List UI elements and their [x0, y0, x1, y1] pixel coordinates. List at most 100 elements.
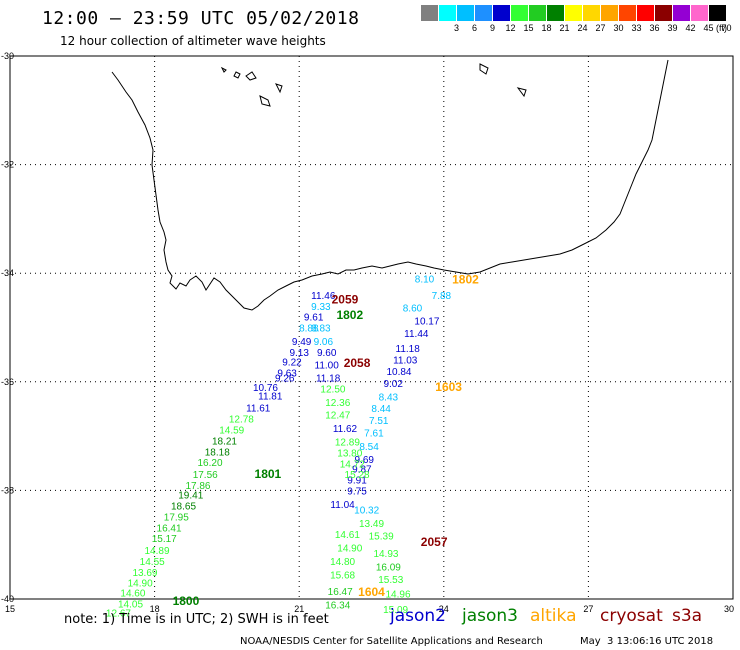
wave-height-point: 16.47	[328, 587, 353, 598]
color-swatch	[511, 5, 528, 21]
wave-height-point: 9.02	[383, 379, 403, 390]
wave-height-point: 9.69	[355, 455, 375, 466]
wave-height-point: 9.63	[277, 369, 297, 380]
color-swatch	[547, 5, 564, 21]
wave-height-point: 14.89	[144, 546, 169, 557]
pass-time-label: 1802	[336, 308, 363, 322]
wave-height-point: 10.76	[253, 383, 278, 394]
wave-height-point: 14.60	[120, 588, 145, 599]
x-tick-label: 18	[150, 604, 160, 614]
wave-height-point: 14.96	[385, 590, 410, 601]
pass-time-label: 1802	[452, 273, 479, 287]
wave-height-point: 10.17	[414, 316, 439, 327]
wave-height-point: 11.18	[316, 373, 341, 384]
wave-height-point: 9.06	[314, 337, 334, 348]
color-scale-label: 27	[595, 23, 606, 33]
wave-height-point: 12.67	[106, 609, 131, 620]
wave-height-point: 10.84	[386, 367, 411, 378]
y-tick-label: -32	[1, 160, 14, 170]
wave-height-point: 10.32	[354, 505, 379, 516]
wave-height-point: 18.18	[205, 447, 230, 458]
pass-time-label: 2059	[332, 292, 359, 306]
color-swatch	[493, 5, 510, 21]
color-swatch	[655, 5, 672, 21]
timestamp: May 3 13:06:16 UTC 2018	[580, 636, 714, 647]
wave-height-point: 15.39	[369, 531, 394, 542]
wave-height-point: 11.46	[311, 291, 336, 302]
satellite-legend-item: jason2	[390, 606, 446, 626]
wave-height-point: 14.80	[330, 557, 355, 568]
x-tick-label: 30	[724, 604, 734, 614]
color-scale-label: 24	[577, 23, 588, 33]
pass-time-label: 1800	[173, 594, 200, 608]
wave-height-point: 7.61	[364, 428, 384, 439]
wave-height-point: 19.41	[178, 491, 203, 502]
coastline	[111, 59, 669, 311]
wave-height-point: 14.90	[128, 579, 153, 590]
wave-height-point: 13.69	[132, 568, 157, 579]
satellite-legend-item: cryosat	[600, 606, 663, 626]
wave-height-point: 12.47	[325, 410, 350, 421]
color-swatch	[565, 5, 582, 21]
color-scale-label: 6	[471, 23, 477, 33]
axis-labels: 15 18 21 24 27 30 -30 -32 -34 -36 -38 -40	[1, 51, 734, 614]
wave-height-point: 15.09	[383, 605, 408, 616]
wave-height-point: 12.89	[335, 438, 360, 449]
map-frame	[9, 55, 734, 600]
wave-height-point: 15.53	[378, 575, 403, 586]
wave-height-point: 7.51	[369, 416, 389, 427]
wave-height-point: 11.61	[246, 403, 271, 414]
wave-height-point: 17.95	[164, 512, 189, 523]
color-scale-label: 30	[613, 23, 624, 33]
wave-height-point: 9.87	[352, 465, 372, 476]
x-tick-label: 24	[439, 604, 449, 614]
x-tick-label: 21	[294, 604, 304, 614]
wave-height-point: 7.88	[432, 291, 452, 302]
color-scale-label: 3	[453, 23, 459, 33]
wave-height-point: 13.49	[359, 519, 384, 530]
color-swatch	[583, 5, 600, 21]
pass-time-labels: 1802 2059 1802 2058 1603 1801 2057 1604 1800	[173, 273, 480, 608]
color-swatch	[637, 5, 654, 21]
y-tick-label: -40	[1, 594, 14, 604]
wave-height-point: 11.44	[404, 329, 429, 340]
wave-height-point: 14.59	[219, 426, 244, 437]
color-scale-label: 12	[505, 23, 516, 33]
wave-height-point: 16.34	[325, 600, 350, 611]
color-scale-label: 18	[541, 23, 552, 33]
wave-height-point: 17.86	[185, 481, 210, 492]
pass-time-label: 1604	[358, 585, 385, 599]
wave-height-point: 16.20	[198, 458, 223, 469]
page-title: 12:00 – 23:59 UTC 05/02/2018	[42, 8, 360, 29]
x-tick-label: 27	[583, 604, 593, 614]
wave-height-point: 11.03	[393, 356, 418, 367]
wave-height-point: 16.41	[157, 523, 182, 534]
color-swatch	[457, 5, 474, 21]
wave-height-point: 11.00	[315, 360, 340, 371]
island-7	[516, 87, 527, 98]
wave-height-point: 12.36	[325, 398, 350, 409]
x-tick-label: 15	[5, 604, 15, 614]
wave-height-point: 9.91	[347, 476, 367, 487]
wave-height-point: 9.13	[289, 348, 309, 359]
island-4	[259, 95, 271, 107]
color-scale-label: 70	[721, 23, 732, 33]
island-3	[245, 71, 257, 81]
pass-time-label: 2058	[344, 356, 371, 370]
color-swatch	[475, 5, 492, 21]
wave-height-point: 14.93	[373, 549, 398, 560]
wave-height-point: 14.90	[337, 543, 362, 554]
wave-height-point: 9.33	[311, 302, 331, 313]
wave-height-point: 9.60	[317, 348, 337, 359]
wave-height-point: 9.75	[347, 486, 367, 497]
color-scale-label: 21	[559, 23, 570, 33]
footnote: note: 1) Time is in UTC; 2) SWH is in fe…	[64, 612, 329, 627]
wave-height-point: 18.65	[171, 502, 196, 513]
color-swatch	[709, 5, 726, 21]
wave-height-point: 15.28	[345, 470, 370, 481]
wave-height-point: 8.44	[371, 404, 391, 415]
color-scale-label: 45	[703, 23, 714, 33]
color-scale-label: 42	[685, 23, 696, 33]
wave-height-point: 8.60	[403, 303, 423, 314]
satellite-legend-item: s3a	[672, 606, 703, 626]
